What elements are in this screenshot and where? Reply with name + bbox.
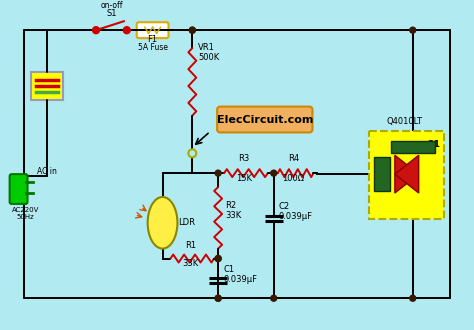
Text: S1: S1 [106,9,117,18]
Text: C1: C1 [223,265,234,275]
Text: 0.039μF: 0.039μF [223,275,257,284]
Polygon shape [395,155,419,193]
Circle shape [410,295,416,301]
Bar [369,131,445,219]
Circle shape [271,170,277,176]
Text: LDR: LDR [178,218,195,227]
Circle shape [215,295,221,301]
Circle shape [215,255,221,261]
Text: R1: R1 [185,241,196,249]
Circle shape [215,255,221,261]
Circle shape [188,149,196,157]
Text: 100Ω: 100Ω [283,174,305,183]
Bar [374,157,390,191]
Text: 15K: 15K [236,174,252,183]
Circle shape [410,27,416,33]
Text: 5A Fuse: 5A Fuse [137,43,168,52]
Circle shape [215,170,221,176]
Circle shape [123,27,130,34]
Text: R3: R3 [238,154,250,163]
Text: 500K: 500K [198,53,219,62]
Text: ElecCircuit.com: ElecCircuit.com [217,115,313,124]
Text: 33K: 33K [182,259,199,269]
Text: Q4010LT: Q4010LT [387,117,423,126]
Text: AC220V
50Hz: AC220V 50Hz [12,207,39,220]
Circle shape [215,295,221,301]
Polygon shape [395,155,419,193]
Bar [391,141,435,153]
Circle shape [189,27,195,33]
Text: AC in: AC in [37,167,57,176]
FancyBboxPatch shape [137,22,168,38]
Circle shape [189,27,195,33]
Ellipse shape [147,197,177,248]
Text: 0.039μF: 0.039μF [279,212,313,221]
Text: Q1: Q1 [427,140,440,149]
Circle shape [92,27,100,34]
Text: C2: C2 [279,202,290,211]
Text: 33K: 33K [225,211,241,220]
FancyBboxPatch shape [217,107,312,132]
Text: R4: R4 [288,154,299,163]
Circle shape [271,295,277,301]
Text: VR1: VR1 [198,43,215,52]
Bar [31,72,63,100]
Text: R2: R2 [225,201,236,210]
FancyBboxPatch shape [9,174,27,204]
Text: on-off: on-off [100,1,123,10]
Text: F1: F1 [147,35,158,44]
